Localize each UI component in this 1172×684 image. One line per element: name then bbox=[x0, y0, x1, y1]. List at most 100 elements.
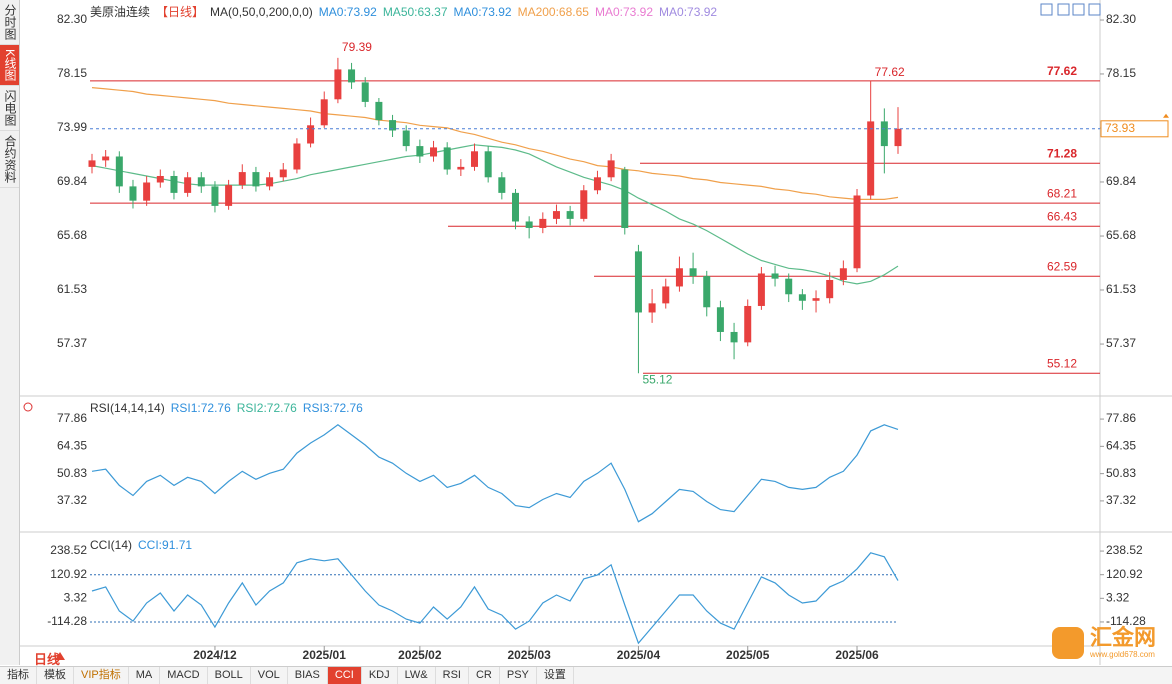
y-tick-label: 65.68 bbox=[57, 228, 87, 242]
candle-body bbox=[525, 221, 533, 228]
panel-title: RSI(14,14,14) bbox=[90, 401, 165, 415]
legend-entry: CCI:91.71 bbox=[138, 538, 193, 552]
candle-body bbox=[197, 177, 205, 187]
toolbar-item[interactable]: MACD bbox=[160, 667, 208, 684]
indicator-line bbox=[91, 424, 899, 523]
y-tick-label: 77.86 bbox=[57, 411, 87, 425]
candle-body bbox=[730, 331, 738, 343]
panel-title: CCI(14) bbox=[90, 538, 133, 552]
legend-entry: RSI2:72.76 bbox=[236, 401, 297, 415]
high-label: 77.62 bbox=[875, 65, 905, 79]
toolbar-item[interactable]: KDJ bbox=[362, 667, 398, 684]
level-label: 77.62 bbox=[1047, 64, 1077, 78]
y-tick-label-right: 3.32 bbox=[1106, 590, 1130, 604]
y-tick-label: 69.84 bbox=[57, 174, 87, 188]
y-tick-label-right: -114.28 bbox=[1106, 614, 1146, 628]
y-tick-label-right: 37.32 bbox=[1106, 493, 1136, 507]
toolbar-item[interactable]: LW& bbox=[398, 667, 436, 684]
period-arrow[interactable] bbox=[55, 652, 65, 660]
toolbar-item[interactable]: PSY bbox=[500, 667, 537, 684]
toolbar-item[interactable]: MA bbox=[129, 667, 161, 684]
toolbar-item[interactable]: RSI bbox=[436, 667, 469, 684]
icon[interactable] bbox=[1072, 3, 1085, 16]
last-price-arrow bbox=[1163, 113, 1169, 118]
legend-entry: MA0:73.92 bbox=[453, 4, 512, 19]
chart: 82.3082.3078.1578.1573.9973.9969.8469.84… bbox=[20, 0, 1172, 665]
y-tick-label: 73.99 bbox=[57, 120, 87, 134]
y-tick-label: 238.52 bbox=[50, 543, 87, 557]
candle-body bbox=[498, 177, 506, 193]
candle-body bbox=[880, 121, 888, 147]
y-tick-label-right: 50.83 bbox=[1106, 466, 1136, 480]
candle-body bbox=[785, 278, 793, 295]
candle-body bbox=[511, 192, 519, 222]
y-tick-label-right: 238.52 bbox=[1106, 543, 1143, 557]
toolbar-item[interactable]: 设置 bbox=[537, 667, 574, 684]
candle-body bbox=[320, 99, 328, 126]
candle-body bbox=[170, 175, 178, 193]
y-tick-label: 82.30 bbox=[57, 12, 87, 26]
candle-body bbox=[238, 172, 246, 186]
candle-body bbox=[853, 195, 861, 269]
candle-body bbox=[839, 268, 847, 280]
toolbar-item[interactable]: CCI bbox=[327, 667, 362, 684]
level-label: 66.43 bbox=[1047, 209, 1077, 223]
y-tick-label: 64.35 bbox=[57, 439, 87, 453]
toolbar-item[interactable]: BOLL bbox=[208, 667, 251, 684]
y-tick-label: 57.37 bbox=[57, 336, 87, 350]
icon[interactable] bbox=[1088, 3, 1101, 16]
legend-entry: MA50:63.37 bbox=[382, 4, 448, 19]
x-tick-label: 2024/12 bbox=[193, 648, 237, 662]
toolbar-item[interactable]: 指标 bbox=[0, 667, 37, 684]
side-tab[interactable]: 分时图 bbox=[0, 0, 19, 45]
side-tab[interactable]: 闪电图 bbox=[0, 86, 19, 132]
candle-body bbox=[552, 211, 560, 219]
candle-body bbox=[798, 294, 806, 301]
toolbar-item[interactable]: 模板 bbox=[37, 667, 74, 684]
legend-entry: RSI1:72.76 bbox=[170, 401, 231, 415]
y-tick-label: 37.32 bbox=[57, 493, 87, 507]
toolbar-item[interactable]: BIAS bbox=[288, 667, 328, 684]
candle-body bbox=[402, 130, 410, 147]
toolbar-icons[interactable] bbox=[1040, 3, 1101, 16]
level-label: 62.59 bbox=[1047, 259, 1077, 273]
icon[interactable] bbox=[1040, 3, 1053, 16]
candle-body bbox=[252, 172, 260, 187]
x-tick-label: 2025/03 bbox=[507, 648, 551, 662]
candle-body bbox=[348, 69, 356, 83]
y-tick-label-right: 65.68 bbox=[1106, 228, 1136, 242]
watermark-name: 汇金网 bbox=[1090, 625, 1157, 650]
legend-entry: MA0:73.92 bbox=[594, 4, 654, 19]
side-tab[interactable]: K线图 bbox=[0, 45, 19, 87]
toolbar-item[interactable]: VIP指标 bbox=[74, 667, 129, 684]
candle-body bbox=[307, 125, 315, 144]
candle-body bbox=[266, 177, 274, 187]
watermark: 汇金网 www.gold678.com bbox=[1052, 626, 1156, 659]
level-label: 71.28 bbox=[1047, 146, 1077, 160]
candle-body bbox=[471, 151, 479, 167]
candle-body bbox=[375, 101, 383, 121]
candle-body bbox=[716, 307, 724, 332]
side-tab[interactable]: 合约资料 bbox=[0, 131, 19, 189]
icon[interactable] bbox=[1057, 3, 1070, 16]
settings-icon[interactable] bbox=[23, 402, 33, 412]
candle-body bbox=[771, 273, 779, 279]
candle-body bbox=[826, 279, 834, 299]
candle-body bbox=[634, 251, 642, 313]
y-tick-label-right: 69.84 bbox=[1106, 174, 1136, 188]
toolbar-item[interactable]: CR bbox=[469, 667, 500, 684]
candle-body bbox=[484, 151, 492, 178]
last-price-label: 73.93 bbox=[1105, 121, 1135, 135]
period-button[interactable]: 日线 bbox=[34, 652, 61, 667]
indicator: MA(0,50,0,200,0,0) bbox=[210, 4, 313, 19]
level-label: 68.21 bbox=[1047, 186, 1077, 200]
legend-entry: MA0:73.92 bbox=[659, 4, 718, 19]
y-tick-label-right: 82.30 bbox=[1106, 12, 1136, 26]
candle-body bbox=[675, 268, 683, 287]
toolbar-item[interactable]: VOL bbox=[251, 667, 288, 684]
indicator-line bbox=[91, 552, 899, 645]
x-tick-label: 2025/02 bbox=[398, 648, 442, 662]
y-tick-label-right: 61.53 bbox=[1106, 282, 1136, 296]
candle-body bbox=[279, 169, 287, 178]
